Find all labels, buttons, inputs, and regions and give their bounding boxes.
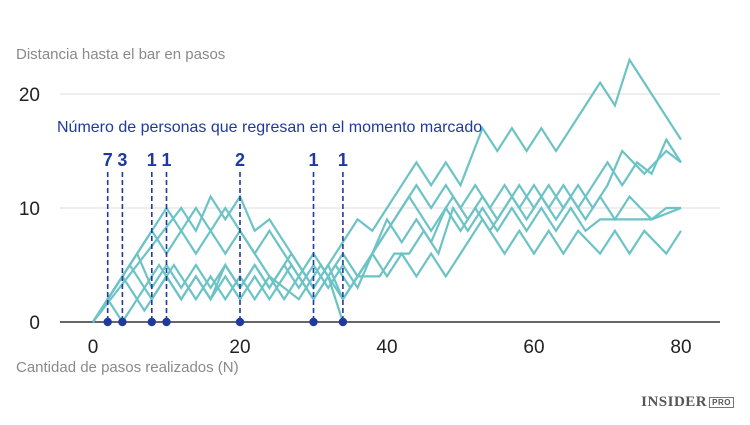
marker-dot	[162, 317, 171, 327]
marker-count-label: 1	[161, 150, 171, 170]
marker-dot	[147, 317, 156, 327]
x-tick-label: 60	[523, 337, 544, 358]
annotation-text: Número de personas que regresan en el mo…	[57, 119, 482, 136]
walk-line-4	[92, 149, 682, 323]
marker-dot	[118, 317, 127, 327]
walk-line-7	[92, 57, 682, 323]
marker-count-label: 7	[103, 150, 113, 170]
random-walk-lines	[92, 57, 682, 325]
marker-dot	[338, 317, 348, 327]
marker-count-label: 1	[147, 150, 157, 170]
x-axis: 0 20 40 60 80	[60, 321, 720, 358]
y-axis-tick-labels: 0 10 20	[19, 85, 40, 334]
y-tick-label: 10	[19, 199, 40, 220]
x-tick-label: 0	[88, 337, 99, 358]
x-tick-label: 80	[670, 337, 691, 358]
x-axis-title: Cantidad de pasos realizados (N)	[16, 359, 239, 376]
marker-dot	[103, 317, 112, 327]
marker-count-label: 1	[308, 150, 318, 170]
marker-count-label: 3	[117, 150, 127, 170]
walk-line-3	[92, 205, 681, 323]
marker-count-label: 2	[235, 150, 245, 170]
brand-name: INSIDER	[641, 394, 708, 410]
y-tick-label: 20	[19, 85, 40, 106]
x-tick-label: 20	[229, 337, 250, 358]
x-tick-label: 40	[376, 337, 397, 358]
y-tick-label: 0	[29, 313, 40, 334]
brand-suffix: PRO	[709, 397, 734, 408]
y-axis-title: Distancia hasta el bar en pasos	[16, 46, 225, 63]
gridlines	[60, 93, 720, 209]
brand-logo: INSIDER PRO	[641, 394, 734, 411]
marker-count-label: 1	[338, 150, 348, 170]
marker-dot	[235, 317, 245, 327]
walk-line-2	[92, 217, 682, 325]
walk-line-6	[92, 194, 682, 323]
marker-dot	[309, 317, 318, 327]
